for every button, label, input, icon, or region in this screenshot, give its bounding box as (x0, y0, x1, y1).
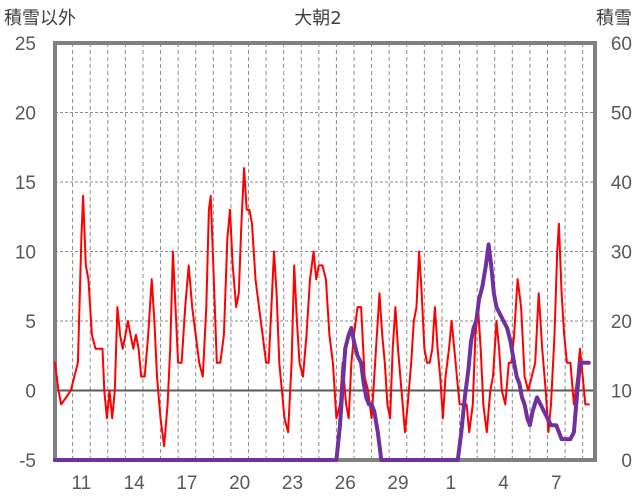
right-y-tick-label: 0 (621, 451, 632, 472)
x-tick-label: 4 (498, 473, 509, 494)
x-tick-label: 20 (229, 473, 250, 494)
x-tick-label: 1 (445, 473, 456, 494)
left-y-tick-label: 0 (25, 382, 36, 403)
right-y-tick-label: 30 (611, 243, 632, 264)
x-tick-label: 26 (335, 473, 356, 494)
right-y-tick-label: 40 (611, 173, 632, 194)
series-line-snow-depth (53, 242, 591, 462)
x-tick-label: 14 (124, 473, 146, 494)
plot-gridlines (55, 43, 595, 460)
right-y-tick-label: 60 (611, 34, 632, 55)
left-axis-label: 積雪以外 (4, 8, 76, 29)
series-line-other (54, 167, 590, 448)
x-tick-label: 11 (72, 473, 92, 494)
x-tick-label: 7 (551, 473, 562, 494)
series-lines (53, 167, 591, 462)
right-y-tick-label: 20 (611, 312, 632, 333)
left-y-tick-label: 15 (15, 173, 36, 194)
left-y-tick-label: 25 (15, 34, 36, 55)
left-y-tick-labels: -5 0 5 10 15 20 25 (15, 34, 36, 472)
left-y-tick-label: 20 (15, 104, 36, 125)
left-y-tick-label: -5 (19, 451, 36, 472)
right-axis-label: 積雪 (596, 8, 632, 29)
right-y-tick-labels: 0 10 20 30 40 50 60 (611, 34, 632, 472)
x-tick-labels: 11 14 17 20 23 26 29 1 4 7 (72, 473, 562, 494)
x-tick-label: 23 (282, 473, 303, 494)
right-y-tick-label: 50 (611, 104, 632, 125)
x-tick-label: 29 (387, 473, 408, 494)
left-y-tick-label: 5 (25, 312, 36, 333)
left-y-tick-label: 10 (15, 243, 36, 264)
right-y-tick-label: 10 (611, 382, 632, 403)
x-tick-label: 17 (176, 473, 197, 494)
chart-title: 大朝2 (294, 8, 341, 29)
